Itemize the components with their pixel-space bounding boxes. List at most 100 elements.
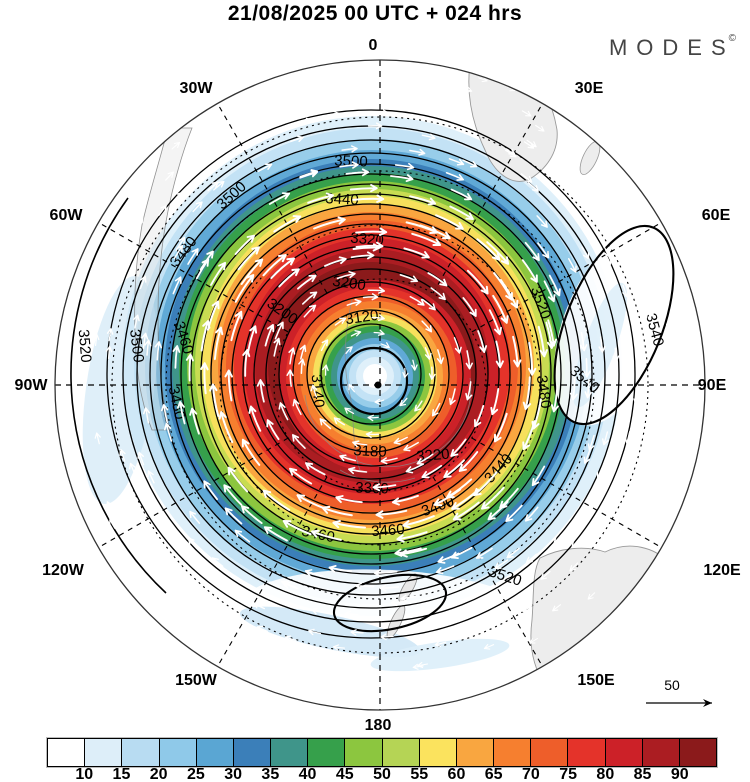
wind-arrow bbox=[274, 321, 284, 340]
wind-arrow bbox=[599, 162, 607, 170]
wind-arrow bbox=[450, 188, 473, 201]
longitude-label: 0 bbox=[369, 37, 378, 54]
wind-arrow bbox=[528, 341, 537, 376]
contour-label: 3460 bbox=[371, 521, 405, 540]
colorbar-cell bbox=[195, 739, 233, 766]
wind-arrow bbox=[313, 216, 346, 230]
wind-arrow bbox=[328, 565, 353, 573]
wind-arrow bbox=[319, 418, 332, 430]
longitude-label: 90E bbox=[698, 377, 727, 394]
reference-arrow-label: 50 bbox=[664, 677, 680, 693]
wind-arrow bbox=[257, 163, 273, 173]
contour-line bbox=[220, 223, 522, 525]
wind-speed-shading bbox=[82, 116, 671, 672]
wind-arrow bbox=[584, 378, 592, 399]
wind-arrow bbox=[543, 280, 556, 303]
contour-line bbox=[320, 323, 422, 425]
wind-arrow bbox=[224, 369, 233, 402]
wind-arrow bbox=[681, 408, 688, 419]
wind-arrow bbox=[531, 465, 546, 487]
wind-arrow bbox=[85, 508, 92, 518]
wind-arrow bbox=[403, 441, 419, 452]
wind-arrow bbox=[335, 495, 363, 504]
wind-arrow bbox=[93, 260, 100, 271]
meridian bbox=[217, 476, 328, 667]
wind-arrow bbox=[394, 547, 422, 557]
wind-arrow bbox=[435, 565, 455, 575]
wind-arrow bbox=[332, 644, 345, 651]
meridian bbox=[432, 103, 543, 294]
copyright-mark: © bbox=[728, 33, 736, 44]
wind-arrow bbox=[362, 293, 379, 301]
wind-arrow bbox=[641, 309, 648, 322]
wind-arrow bbox=[657, 440, 664, 452]
wind-arrow bbox=[445, 172, 464, 181]
wind-arrow bbox=[346, 298, 362, 306]
colorbar-cell bbox=[381, 739, 419, 766]
wind-arrow bbox=[172, 276, 182, 295]
contour-label: 3300 bbox=[355, 479, 389, 497]
wind-arrow bbox=[465, 350, 473, 370]
wind-arrow bbox=[380, 342, 390, 349]
longitude-label: 180 bbox=[365, 717, 392, 734]
colorbar-tick: 25 bbox=[186, 766, 205, 782]
wind-arrow bbox=[537, 325, 548, 358]
wind-arrow bbox=[417, 661, 429, 669]
wind-arrow bbox=[292, 398, 302, 416]
wind-arrow bbox=[451, 488, 480, 510]
wind-arrow bbox=[579, 331, 588, 352]
wind-arrow bbox=[419, 224, 451, 240]
wind-arrow bbox=[598, 336, 606, 353]
wind-arrow bbox=[304, 569, 324, 577]
wind-arrow bbox=[427, 272, 448, 287]
wind-arrow bbox=[435, 214, 464, 230]
wind-arrow bbox=[129, 462, 136, 476]
wind-arrow bbox=[375, 109, 389, 117]
wind-arrow bbox=[213, 180, 225, 191]
wind-arrow bbox=[522, 420, 536, 451]
wind-arrow bbox=[223, 484, 243, 506]
wind-arrow bbox=[390, 174, 414, 182]
wind-arrow bbox=[93, 333, 100, 346]
wind-arrow bbox=[256, 379, 265, 403]
wind-arrow bbox=[527, 182, 539, 192]
wind-arrow bbox=[278, 402, 289, 421]
wind-arrow bbox=[253, 602, 266, 610]
wind-arrow bbox=[411, 232, 442, 246]
wind-arrow bbox=[73, 339, 80, 351]
map-clip-group: 3120314031803200320032203300332034003440… bbox=[55, 60, 705, 710]
wind-arrow bbox=[412, 663, 424, 670]
wind-arrow bbox=[308, 628, 322, 636]
wind-arrow bbox=[339, 454, 357, 462]
wind-arrow bbox=[336, 270, 356, 280]
colorbar-tick: 65 bbox=[484, 766, 503, 782]
modes-logo: MODES© bbox=[609, 33, 736, 61]
contour-line bbox=[265, 268, 477, 480]
wind-arrow bbox=[199, 250, 214, 271]
wind-arrow bbox=[99, 522, 105, 532]
wind-arrow bbox=[266, 419, 280, 441]
wind-arrow bbox=[373, 569, 398, 577]
wind-arrow bbox=[505, 149, 517, 158]
antarctica-coastline bbox=[344, 299, 361, 471]
wind-arrow bbox=[396, 531, 428, 543]
wind-arrow bbox=[189, 510, 201, 524]
wind-arrow bbox=[290, 135, 304, 143]
wind-arrow bbox=[263, 526, 288, 542]
wind-arrow bbox=[537, 242, 550, 259]
wind-arrow bbox=[175, 236, 186, 251]
colorbar-tick: 70 bbox=[521, 766, 540, 782]
wind-arrow bbox=[271, 109, 283, 116]
contour-label: 3500 bbox=[334, 152, 368, 170]
longitude-label: 90W bbox=[15, 377, 49, 394]
wind-arrow bbox=[334, 317, 347, 326]
shading-patch bbox=[82, 276, 158, 504]
colorbar-cell bbox=[307, 739, 345, 766]
wind-arrow bbox=[210, 261, 227, 286]
wind-arrow bbox=[264, 324, 275, 347]
colorbar-cell bbox=[455, 739, 494, 766]
shading-patch bbox=[370, 638, 510, 672]
wind-arrow bbox=[282, 520, 312, 536]
wind-arrow bbox=[493, 272, 513, 301]
colorbar-tick: 20 bbox=[149, 766, 168, 782]
